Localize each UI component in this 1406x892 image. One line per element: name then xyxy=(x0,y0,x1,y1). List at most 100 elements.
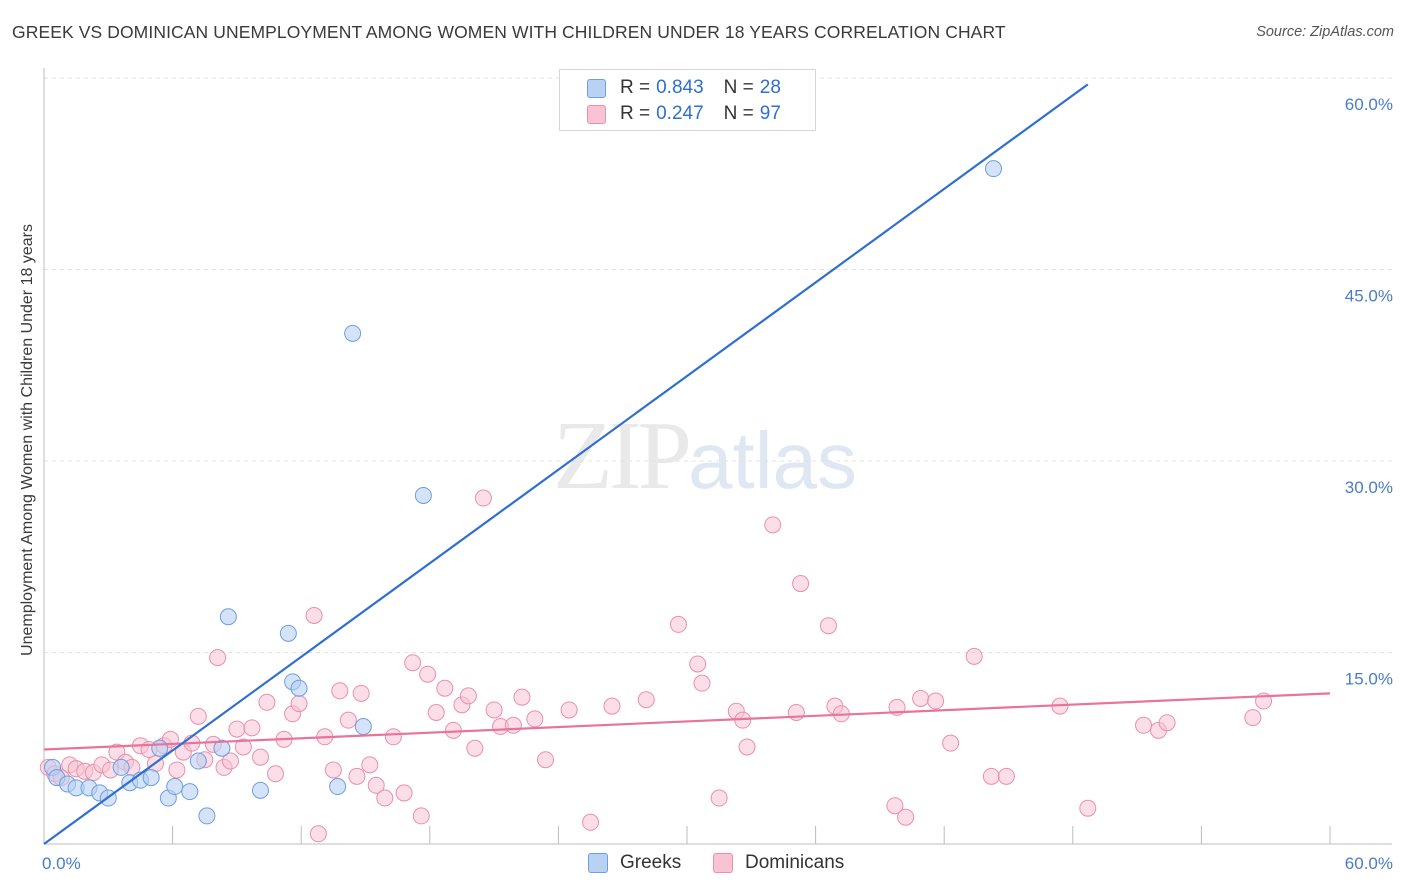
dominicans-swatch xyxy=(587,104,606,124)
n-value: 97 xyxy=(759,103,781,124)
dominicans-point xyxy=(997,767,1015,785)
trendlines xyxy=(43,83,1331,845)
chart-title: GREEK VS DOMINICAN UNEMPLOYMENT AMONG WO… xyxy=(12,22,1006,42)
greeks-point xyxy=(166,778,184,796)
n-label: N = xyxy=(723,103,754,124)
y-axis-label: Unemployment Among Women with Children U… xyxy=(19,224,36,656)
dominicans-point xyxy=(305,606,323,624)
dominicans-point xyxy=(376,789,394,807)
dominicans-point xyxy=(942,734,960,752)
legend-item-greeks[interactable]: Greeks xyxy=(588,852,681,874)
dominicans-point xyxy=(603,697,621,715)
greeks-point xyxy=(329,778,347,796)
dominicans-point xyxy=(348,767,366,785)
dominicans-point xyxy=(513,688,531,706)
dominicans-point xyxy=(251,748,269,766)
dominicans-point xyxy=(693,674,711,692)
dominicans-point xyxy=(309,825,327,843)
n-value: 28 xyxy=(759,77,781,98)
dominicans-point xyxy=(367,776,385,794)
greeks-point xyxy=(279,624,297,642)
greeks-point xyxy=(151,739,169,757)
dominicans-point xyxy=(243,719,261,737)
dominicans-point xyxy=(526,710,544,728)
dominicans-point xyxy=(1135,716,1153,734)
dominicans-point xyxy=(419,665,437,683)
greeks-point xyxy=(344,324,362,342)
dominicans-point xyxy=(266,765,284,783)
tick-labels: 15.0% 30.0% 45.0% 60.0% 0.0% 60.0% xyxy=(42,95,1393,873)
dominicans-point xyxy=(209,649,227,667)
dominicans-point xyxy=(1079,799,1097,817)
dominicans-point xyxy=(1244,709,1262,727)
legend-item-dominicans[interactable]: Dominicans xyxy=(713,852,844,874)
dominicans-trendline xyxy=(43,692,1331,751)
dominicans-point xyxy=(710,789,728,807)
dominicans-point xyxy=(637,691,655,709)
dominicans-point xyxy=(361,756,379,774)
axes xyxy=(43,68,1392,845)
dominicans-point xyxy=(290,695,308,713)
greeks-points xyxy=(44,160,1002,825)
dominicans-point xyxy=(352,684,370,702)
r-label: R = xyxy=(620,77,651,98)
greeks-trendline xyxy=(43,83,1089,845)
dominicans-point xyxy=(537,751,555,769)
dominicans-point xyxy=(1158,714,1176,732)
dominicans-point xyxy=(689,655,707,673)
dominicans-point xyxy=(384,728,402,746)
dominicans-point xyxy=(412,807,430,825)
source-label: Source: ZipAtlas.com xyxy=(1256,24,1394,40)
n-label: N = xyxy=(723,77,754,98)
y-axis-label-wrap: Unemployment Among Women with Children U… xyxy=(6,150,50,730)
dominicans-point xyxy=(324,761,342,779)
correlation-legend: R = 0.843 N = 28 R = 0.247 N = 97 xyxy=(559,69,816,131)
greeks-legend-swatch xyxy=(588,853,608,873)
dominicans-point xyxy=(339,711,357,729)
r-value: 0.247 xyxy=(656,103,704,124)
y-tick-label: 60.0% xyxy=(1345,95,1393,114)
dominicans-point xyxy=(395,784,413,802)
dominicans-point xyxy=(560,701,578,719)
y-tick-label: 15.0% xyxy=(1345,670,1393,689)
dominicans-point xyxy=(792,575,810,593)
dominicans-point xyxy=(234,738,252,756)
x-tick-label: 0.0% xyxy=(42,854,81,873)
legend-row-greeks: R = 0.843 N = 28 xyxy=(587,76,781,100)
dominicans-point xyxy=(466,739,484,757)
y-tick-label: 45.0% xyxy=(1345,287,1393,306)
r-label: R = xyxy=(620,103,651,124)
series-legend: Greeks Dominicans xyxy=(0,852,1406,878)
greeks-point xyxy=(181,783,199,801)
grid xyxy=(44,77,1392,653)
dominicans-point xyxy=(258,693,276,711)
greeks-swatch xyxy=(587,78,606,98)
dominicans-point xyxy=(886,797,904,815)
dominicans-point xyxy=(168,761,186,779)
dominicans-point xyxy=(504,716,522,734)
dominicans-point xyxy=(787,704,805,722)
dominicans-point xyxy=(965,647,983,665)
dominicans-point xyxy=(189,707,207,725)
dominicans-legend-label: Dominicans xyxy=(745,852,845,873)
greeks-point xyxy=(290,679,308,697)
greeks-legend-label: Greeks xyxy=(620,852,682,873)
dominicans-point xyxy=(459,687,477,705)
dominicans-point xyxy=(582,813,600,831)
dominicans-point xyxy=(912,689,930,707)
dominicans-point xyxy=(897,808,915,826)
dominicans-point xyxy=(764,516,782,534)
dominicans-point xyxy=(738,738,756,756)
dominicans-point xyxy=(927,692,945,710)
dominicans-legend-swatch xyxy=(713,853,733,873)
legend-row-dominicans: R = 0.247 N = 97 xyxy=(587,102,781,126)
dominicans-point xyxy=(436,679,454,697)
greeks-point xyxy=(984,160,1002,178)
greeks-point xyxy=(213,739,231,757)
dominicans-point xyxy=(669,615,687,633)
greeks-point xyxy=(219,608,237,626)
dominicans-points xyxy=(39,489,1273,843)
greeks-point xyxy=(189,752,207,770)
dominicans-point xyxy=(485,701,503,719)
